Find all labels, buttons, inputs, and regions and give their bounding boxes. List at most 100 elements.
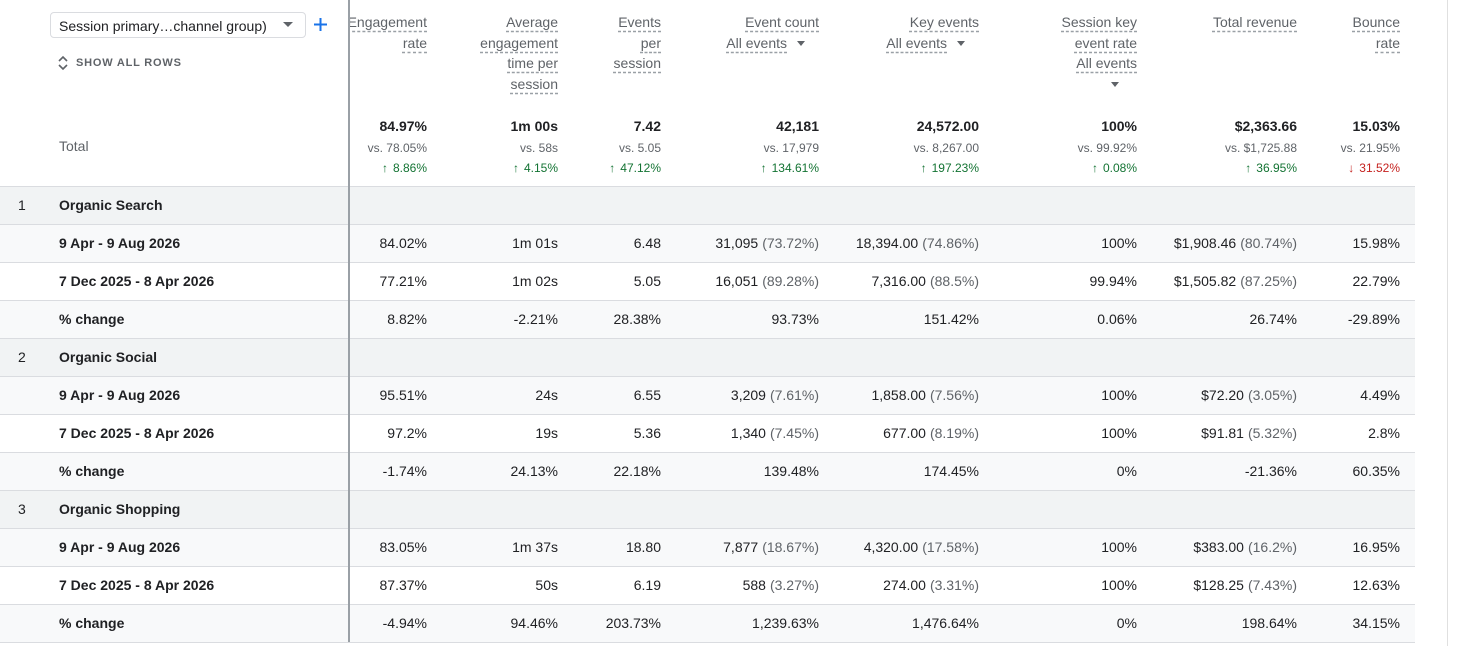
cell-value: $91.81 [1201, 425, 1244, 441]
rule [0, 224, 1415, 225]
total-change: ↑ 0.08% [1092, 161, 1137, 175]
cell-share: (3.05%) [1247, 387, 1297, 403]
column-label: Event count [745, 14, 819, 30]
change-value: 0.08% [1102, 161, 1137, 175]
cell: 677.00 (8.19%) [883, 425, 979, 441]
cell: 6.48 [633, 235, 661, 251]
cell: 3,209 (7.61%) [731, 387, 819, 403]
cell: 18.80 [625, 539, 661, 555]
cell-share: (80.74%) [1240, 235, 1297, 251]
rule [0, 186, 1415, 187]
scroll-edge [1447, 0, 1448, 646]
cell: -1.74% [382, 463, 427, 479]
column-header: Events per session [601, 12, 661, 74]
column-header: Bounce rate [1340, 12, 1400, 53]
total-vs: vs. $1,725.88 [1224, 141, 1297, 155]
cell: 87.37% [379, 577, 427, 593]
cell: 139.48% [763, 463, 819, 479]
column-header: Engagement rate [350, 12, 427, 53]
cell-value: $128.25 [1193, 577, 1244, 593]
event-filter[interactable]: All events [879, 33, 979, 54]
total-change: ↑ 36.95% [1245, 161, 1297, 175]
dimension-label: Session primary…channel group) [59, 18, 267, 34]
cell: 5.36 [633, 425, 661, 441]
arrow: ↑ [1091, 161, 1098, 175]
rule [0, 642, 1415, 643]
cell-value: 3,209 [730, 387, 766, 403]
cell: 174.45% [923, 463, 979, 479]
total-value: 15.03% [1352, 118, 1400, 134]
add-dimension[interactable] [313, 17, 328, 32]
cell-share: (7.56%) [929, 387, 979, 403]
row-label: 9 Apr - 9 Aug 2026 [59, 539, 181, 555]
total-vs: vs. 78.05% [367, 141, 427, 155]
cell-share: (3.27%) [769, 577, 819, 593]
cell: 6.19 [633, 577, 661, 593]
total-vs: vs. 17,979 [763, 141, 819, 155]
cell: -21.36% [1244, 463, 1297, 479]
change-value: 4.15% [523, 161, 558, 175]
cell: 31,095 (73.72%) [715, 235, 819, 251]
column-header: Key events All events [879, 12, 979, 53]
filter-label: All events [1076, 55, 1137, 71]
rule [0, 528, 1415, 529]
cell-share: (16.2%) [1247, 539, 1297, 555]
data-row [0, 415, 1415, 452]
cell-value: 18,394.00 [855, 235, 919, 251]
rule [0, 338, 1415, 339]
change-value: 197.23% [931, 161, 979, 175]
cell: 4,320.00 (17.58%) [864, 539, 979, 555]
cell: 12.63% [1352, 577, 1400, 593]
row-label: 7 Dec 2025 - 8 Apr 2026 [59, 577, 215, 593]
total-label: Total [59, 138, 89, 154]
group-index: 3 [18, 501, 26, 517]
cell-share: (87.25%) [1240, 273, 1297, 289]
dimension-select[interactable]: Session primary…channel group) [50, 12, 306, 38]
cell: $383.00 (16.2%) [1193, 539, 1297, 555]
cell: 1,340 (7.45%) [731, 425, 819, 441]
filter-label: All events [886, 34, 947, 51]
cell: -29.89% [1347, 311, 1400, 327]
cell-value: 7,877 [723, 539, 759, 555]
change-value: 134.61% [771, 161, 819, 175]
filter-label: All events [726, 34, 787, 51]
cell: 24s [535, 387, 558, 403]
cell: 50s [535, 577, 558, 593]
column-header: Event count All events [719, 12, 819, 53]
cell: 22.79% [1352, 273, 1400, 289]
cell: 1m 37s [512, 539, 558, 555]
group-name: Organic Shopping [59, 501, 181, 517]
event-filter[interactable]: All events [719, 33, 819, 54]
column-label: Average engagement time per session [480, 14, 558, 92]
total-value: 24,572.00 [916, 118, 979, 134]
row-label: % change [59, 615, 125, 631]
cell: -2.21% [513, 311, 558, 327]
data-row [0, 225, 1415, 262]
cell: 203.73% [605, 615, 661, 631]
show-all-rows[interactable]: SHOW ALL ROWS [76, 57, 182, 69]
data-row [0, 453, 1415, 490]
cell-value: $1,908.46 [1173, 235, 1237, 251]
cell: 198.64% [1241, 615, 1297, 631]
total-change: ↑ 4.15% [513, 161, 558, 175]
total-value: 1m 00s [510, 118, 558, 134]
cell: 2.8% [1368, 425, 1400, 441]
event-filter[interactable]: All events [1052, 53, 1137, 94]
rule [0, 414, 1415, 415]
expand-icon [58, 55, 68, 71]
cell: 1,858.00 (7.56%) [871, 387, 979, 403]
total-vs: vs. 99.92% [1077, 141, 1137, 155]
cell: 100% [1101, 577, 1137, 593]
cell-value: 4,320.00 [863, 539, 919, 555]
change-value: 47.12% [620, 161, 661, 175]
column-label: Engagement rate [350, 14, 427, 51]
cell-share: (5.32%) [1247, 425, 1297, 441]
cell: 34.15% [1352, 615, 1400, 631]
change-value: 8.86% [392, 161, 427, 175]
data-row [0, 301, 1415, 338]
arrow: ↓ [1348, 161, 1355, 175]
cell-value: 677.00 [883, 425, 926, 441]
row-label: % change [59, 311, 125, 327]
total-value: 42,181 [776, 118, 819, 134]
